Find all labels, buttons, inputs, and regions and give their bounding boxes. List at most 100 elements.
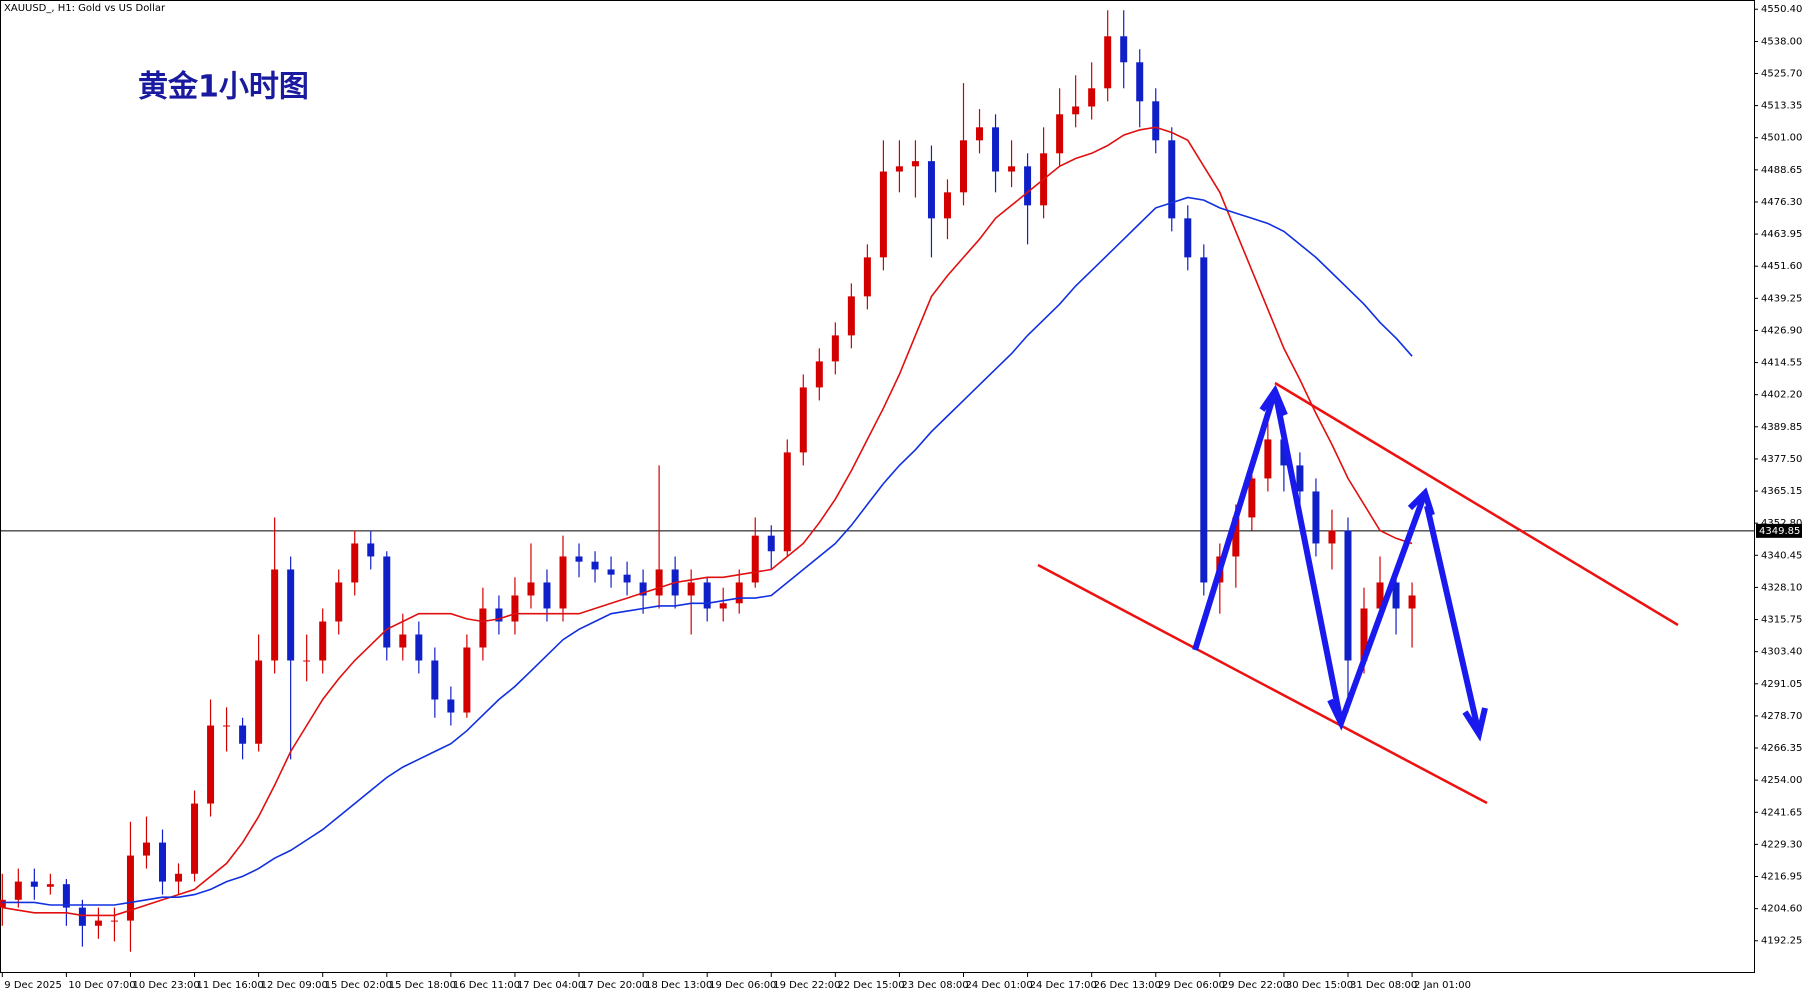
candle-body xyxy=(703,582,711,609)
y-tick-label: 4365.15 xyxy=(1761,486,1802,497)
y-tick-label: 4315.75 xyxy=(1761,615,1802,626)
candle-body xyxy=(239,725,247,744)
arrow-head xyxy=(1327,696,1353,731)
candle-body xyxy=(879,171,887,258)
candle-body xyxy=(1088,88,1096,107)
y-tick-label: 4550.40 xyxy=(1761,4,1802,15)
current-price-box xyxy=(1756,523,1802,538)
candle-body xyxy=(543,582,551,609)
y-tick-label: 4476.30 xyxy=(1761,197,1802,208)
candle-body xyxy=(255,660,263,744)
x-tick-label: 12 Dec 09:00 xyxy=(261,980,328,991)
candle-body xyxy=(607,569,615,575)
candle-body xyxy=(799,387,807,453)
candle-body xyxy=(46,884,54,887)
x-tick-label: 10 Dec 07:00 xyxy=(68,980,135,991)
x-tick-label: 17 Dec 04:00 xyxy=(517,980,584,991)
candle-body xyxy=(527,582,535,596)
candle-body xyxy=(223,725,231,727)
current-price-label: 4349.85 xyxy=(1759,526,1800,537)
y-tick-label: 4463.95 xyxy=(1761,229,1802,240)
y-tick-label: 4414.55 xyxy=(1761,358,1802,369)
candle-body xyxy=(415,634,423,661)
x-tick-label: 30 Dec 15:00 xyxy=(1286,980,1353,991)
y-tick-label: 4216.95 xyxy=(1761,872,1802,883)
x-tick-label: 26 Dec 13:00 xyxy=(1094,980,1161,991)
candle-body xyxy=(159,842,166,882)
y-tick-label: 4426.90 xyxy=(1761,325,1802,336)
x-tick-label: 29 Dec 06:00 xyxy=(1158,980,1225,991)
candle-body xyxy=(351,543,359,583)
candle-body xyxy=(767,535,775,552)
candle-body xyxy=(207,725,215,804)
candle-body xyxy=(303,660,311,662)
candle-body xyxy=(1072,106,1080,115)
candle-body xyxy=(992,127,1000,172)
candle-body xyxy=(431,660,439,700)
candle-body xyxy=(1280,439,1288,466)
candle-body xyxy=(463,647,471,713)
candle-body xyxy=(927,161,935,219)
candle-body xyxy=(719,603,727,609)
candle-body xyxy=(62,884,70,908)
candle-body xyxy=(367,543,375,557)
moving-average xyxy=(2,196,1413,906)
candle-body xyxy=(863,257,871,297)
x-tick-label: 22 Dec 15:00 xyxy=(837,980,904,991)
x-tick-label: 15 Dec 02:00 xyxy=(325,980,392,991)
y-tick-label: 4254.00 xyxy=(1761,775,1802,786)
candle-body xyxy=(1136,62,1144,102)
arrow xyxy=(1424,505,1482,735)
x-tick-label: 17 Dec 20:00 xyxy=(581,980,648,991)
x-tick-label: 11 Dec 16:00 xyxy=(197,980,264,991)
candle-body xyxy=(511,595,519,622)
candle-body xyxy=(1184,218,1192,258)
candle-body xyxy=(271,569,279,661)
candle-body xyxy=(1008,166,1016,172)
chart-header: XAUUSD_, H1: Gold vs US Dollar xyxy=(4,3,166,14)
candle-body xyxy=(1168,140,1176,219)
x-tick-label: 16 Dec 11:00 xyxy=(453,980,520,991)
candle-body xyxy=(1392,582,1400,609)
y-tick-label: 4229.30 xyxy=(1761,839,1802,850)
candle-body xyxy=(399,634,407,648)
candle-body xyxy=(559,556,567,609)
y-tick-label: 4488.65 xyxy=(1761,165,1802,176)
arrow-head xyxy=(1462,707,1488,742)
y-tick-label: 4340.45 xyxy=(1761,550,1802,561)
candle-body xyxy=(847,296,855,336)
candle-body xyxy=(895,166,903,172)
candle-body xyxy=(1296,465,1304,492)
candle-body xyxy=(623,574,631,583)
y-tick-label: 4266.35 xyxy=(1761,743,1802,754)
candle-body xyxy=(287,569,295,661)
candle-body xyxy=(175,873,183,882)
candle-body xyxy=(1152,101,1160,141)
candle-body xyxy=(1344,530,1352,661)
candle-body xyxy=(1360,608,1368,661)
candle-body xyxy=(1264,439,1272,479)
x-tick-label: 18 Dec 13:00 xyxy=(645,980,712,991)
candle-body xyxy=(0,899,6,908)
zigzag-arrow xyxy=(1192,388,1428,726)
candle-body xyxy=(687,582,695,596)
candle-body xyxy=(911,161,919,167)
trend-line xyxy=(1274,381,1679,627)
x-tick-label: 31 Dec 08:00 xyxy=(1350,980,1417,991)
candle-body xyxy=(960,140,967,193)
candle-body xyxy=(447,699,455,713)
x-tick-label: 19 Dec 06:00 xyxy=(709,980,776,991)
y-tick-label: 4303.40 xyxy=(1761,647,1802,658)
y-tick-label: 4377.50 xyxy=(1761,454,1802,465)
y-tick-label: 4192.25 xyxy=(1761,936,1802,947)
candle-body xyxy=(479,608,487,648)
x-tick-label: 24 Dec 01:00 xyxy=(966,980,1033,991)
candle-body xyxy=(735,582,743,604)
candle-body xyxy=(191,803,199,874)
candle-body xyxy=(383,556,391,648)
chart-title: 黄金1小时图 xyxy=(138,70,309,105)
x-tick-label: 2 Jan 01:00 xyxy=(1414,980,1471,991)
candle-body xyxy=(943,192,951,219)
candle-body xyxy=(1200,257,1208,583)
